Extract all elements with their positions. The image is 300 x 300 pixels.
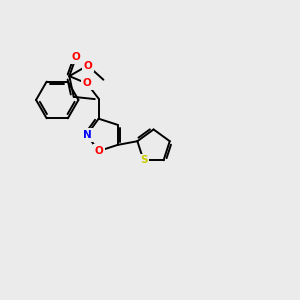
Text: O: O — [72, 52, 80, 62]
Text: O: O — [82, 79, 91, 88]
Text: N: N — [82, 130, 91, 140]
Text: S: S — [140, 155, 147, 165]
Text: O: O — [94, 146, 103, 156]
Text: O: O — [83, 61, 92, 70]
